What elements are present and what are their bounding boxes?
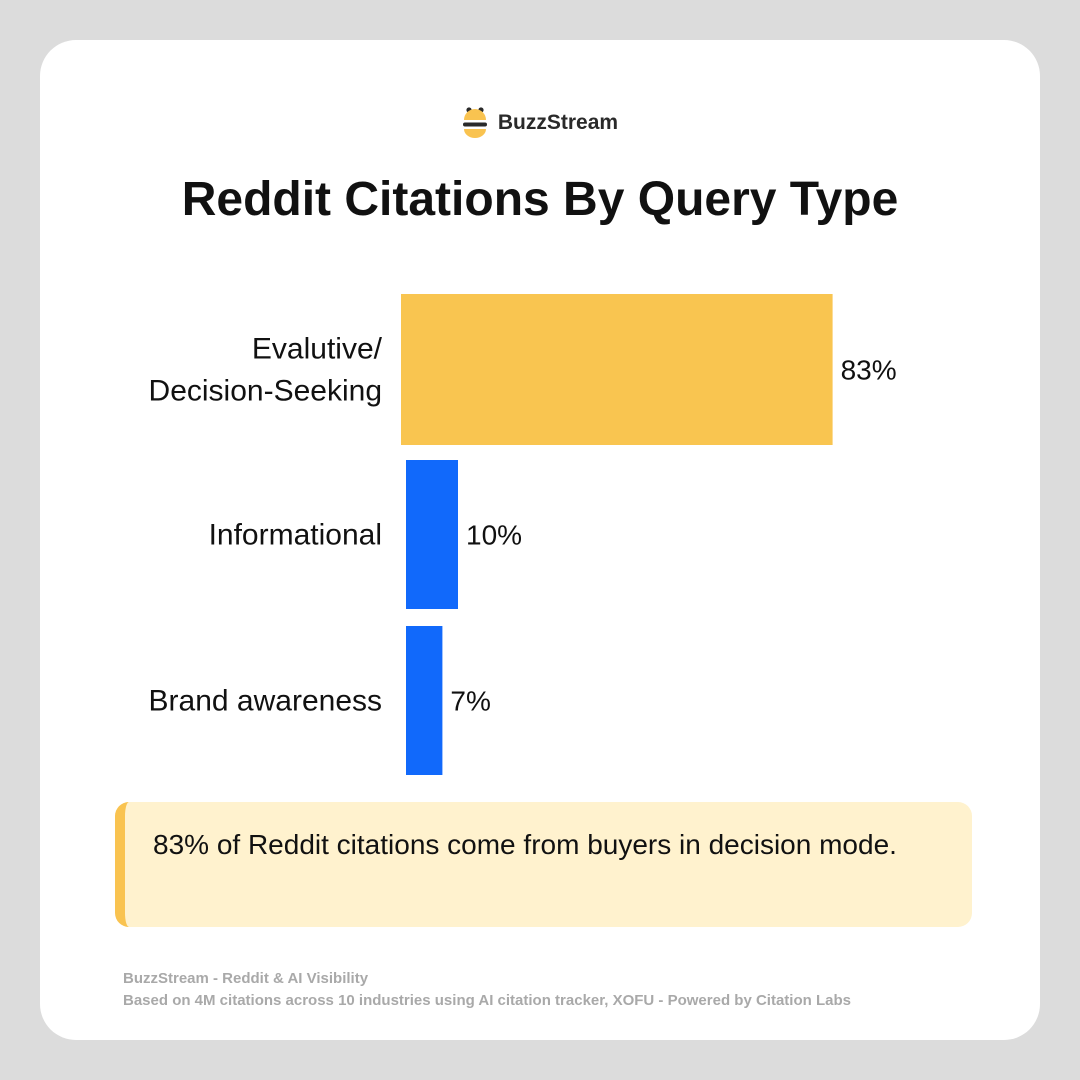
callout-text: 83% of Reddit citations come from buyers… bbox=[153, 829, 897, 860]
footer-note: Based on 4M citations across 10 industri… bbox=[123, 992, 851, 1009]
callout-box: 83% of Reddit citations come from buyers… bbox=[115, 802, 972, 927]
chart-title: Reddit Citations By Query Type bbox=[181, 173, 899, 226]
value-label-0: 83% bbox=[841, 355, 897, 386]
value-label-2: 7% bbox=[450, 686, 490, 717]
bar-0 bbox=[401, 294, 833, 445]
footer: BuzzStream - Reddit & AI Visibility Base… bbox=[123, 968, 851, 1012]
category-label-1: Informational bbox=[209, 519, 382, 552]
bar-1 bbox=[406, 460, 458, 609]
bar-2 bbox=[406, 626, 443, 775]
value-label-1: 10% bbox=[466, 520, 522, 551]
brand-header: BuzzStream bbox=[0, 106, 1080, 140]
category-label-2: Brand awareness bbox=[149, 685, 382, 718]
bee-logo-icon bbox=[462, 107, 487, 138]
brand-name: BuzzStream bbox=[497, 111, 619, 134]
category-label-0: Evalutive/Decision-Seeking bbox=[149, 333, 383, 408]
footer-source: BuzzStream - Reddit & AI Visibility bbox=[123, 970, 369, 987]
